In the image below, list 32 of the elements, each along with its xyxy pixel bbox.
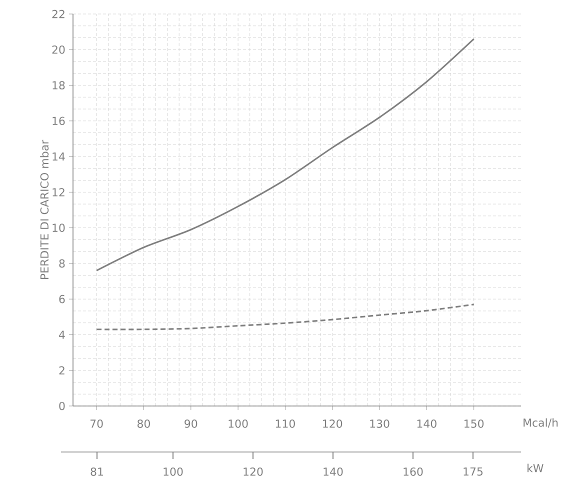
y-tick-label: 6 — [59, 294, 65, 304]
x2-tick-label: 175 — [464, 468, 483, 476]
x-tick-label: 100 — [228, 420, 248, 428]
x2-axis-title: kW — [528, 464, 544, 472]
x2-tick-label: 140 — [324, 468, 343, 476]
y-tick-label: 8 — [59, 259, 65, 268]
y-axis-title: PERDITE DI CARICO mbar — [40, 140, 49, 280]
y-tick-label: 18 — [52, 81, 65, 90]
line-series — [96, 38, 475, 272]
y-tick-label: 22 — [52, 10, 64, 18]
line-series — [96, 304, 475, 330]
x2-tick-label: 120 — [244, 468, 263, 476]
x-tick-label: 140 — [417, 420, 436, 428]
y-tick-label: 0 — [59, 402, 65, 410]
y-tick-label: 10 — [52, 224, 65, 232]
y-tick-label: 2 — [59, 366, 64, 374]
x-tick-label: 130 — [370, 420, 390, 428]
y-tick-label: 20 — [52, 45, 65, 54]
x-tick-label: 90 — [184, 420, 198, 428]
x2-tick-label: 81 — [90, 468, 103, 476]
y-tick-label: 12 — [52, 188, 64, 196]
x2-tick-label: 160 — [404, 468, 423, 476]
x-tick-label: 110 — [276, 420, 295, 428]
x-tick-label: 150 — [464, 420, 484, 428]
x-tick-label: 120 — [323, 420, 342, 428]
y-tick-label: 14 — [52, 152, 65, 161]
x-tick-label: 70 — [90, 420, 103, 428]
y-tick-label: 16 — [52, 116, 65, 126]
y-tick-label: 4 — [59, 330, 65, 339]
x2-tick-label: 100 — [164, 468, 183, 476]
x-tick-label: 80 — [137, 420, 150, 428]
x-axis-title: Mcal/h — [524, 418, 558, 428]
